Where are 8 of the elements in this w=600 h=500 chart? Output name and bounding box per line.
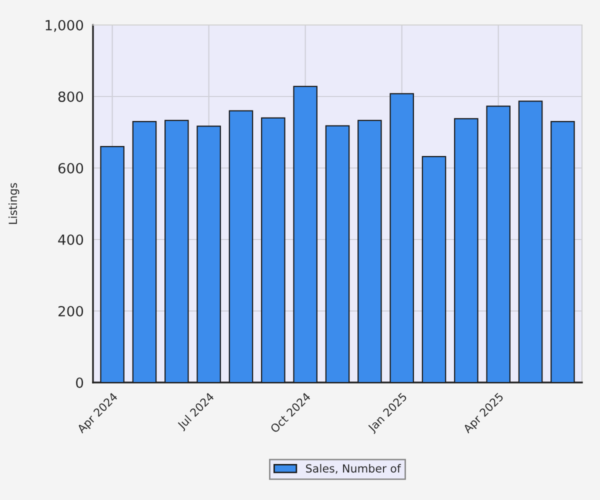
y-tick-label: 800: [58, 91, 84, 102]
y-tick-label: 200: [58, 306, 84, 316]
legend-label: Sales, Number of: [306, 464, 402, 474]
y-axis-title: Listings: [8, 183, 20, 224]
y-tick-label: 600: [58, 162, 84, 174]
y-tick-label: 400: [58, 234, 84, 245]
y-tick-label: 0: [76, 377, 84, 388]
y-tick-label: 1,000: [46, 20, 84, 32]
